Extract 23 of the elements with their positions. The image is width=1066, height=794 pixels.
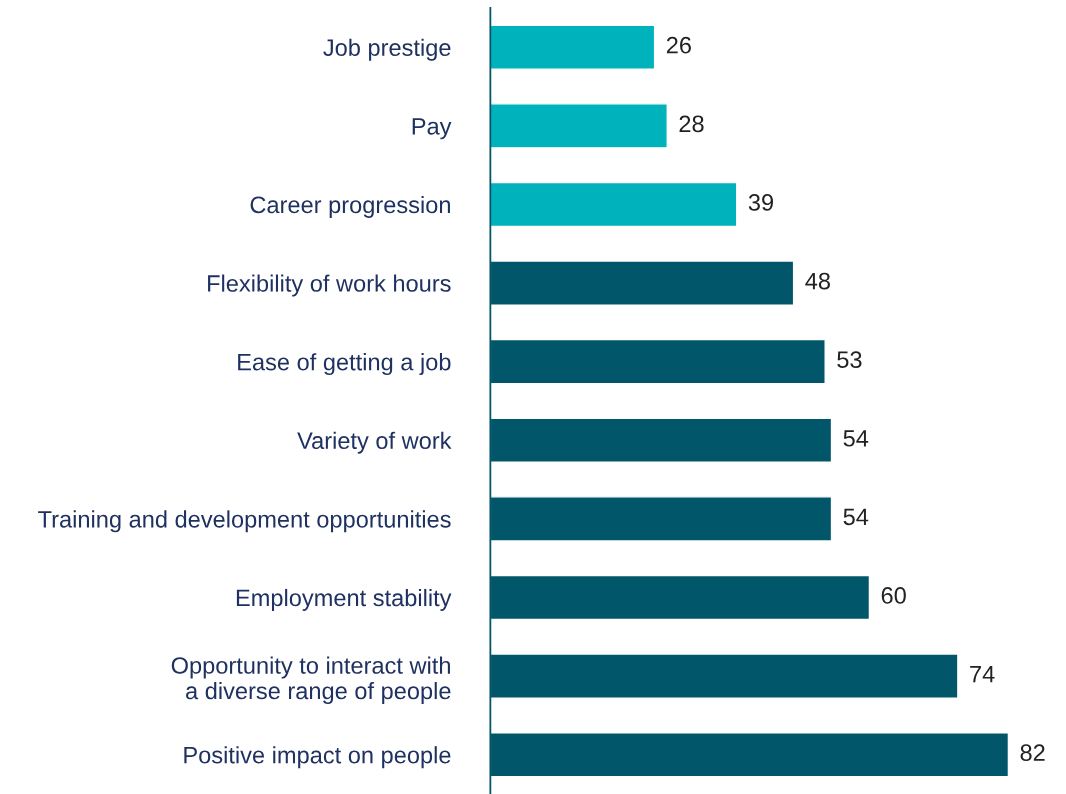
y-tick-label: Opportunity to interact with a diverse range of people xyxy=(171,656,451,704)
bar xyxy=(490,181,738,228)
y-tick-label: Ease of getting a job xyxy=(238,353,451,376)
data-label: 53 xyxy=(837,351,862,369)
y-tick-label: Training and development opportunities xyxy=(38,510,451,533)
data-label: 82 xyxy=(1020,744,1045,762)
data-label: 60 xyxy=(881,587,906,604)
bar xyxy=(490,24,656,70)
data-label: 26 xyxy=(666,36,691,54)
data-label: 54 xyxy=(843,430,869,447)
bar xyxy=(490,103,668,149)
data-label: 54 xyxy=(843,508,869,526)
data-label: 28 xyxy=(679,115,704,133)
data-label: 48 xyxy=(805,272,830,290)
y-tick-label: Employment stability xyxy=(236,588,452,611)
data-label: 39 xyxy=(748,194,774,211)
y-tick-label: Flexibility of work hours xyxy=(208,274,451,297)
data-label: 74 xyxy=(970,665,995,683)
y-tick-label: Positive impact on people xyxy=(184,746,451,769)
y-tick-label: Job prestige xyxy=(323,38,451,61)
y-tick-label: Variety of work xyxy=(297,431,452,454)
y-tick-label: Pay xyxy=(412,118,452,140)
y-tick-label: Career progression xyxy=(250,195,450,218)
